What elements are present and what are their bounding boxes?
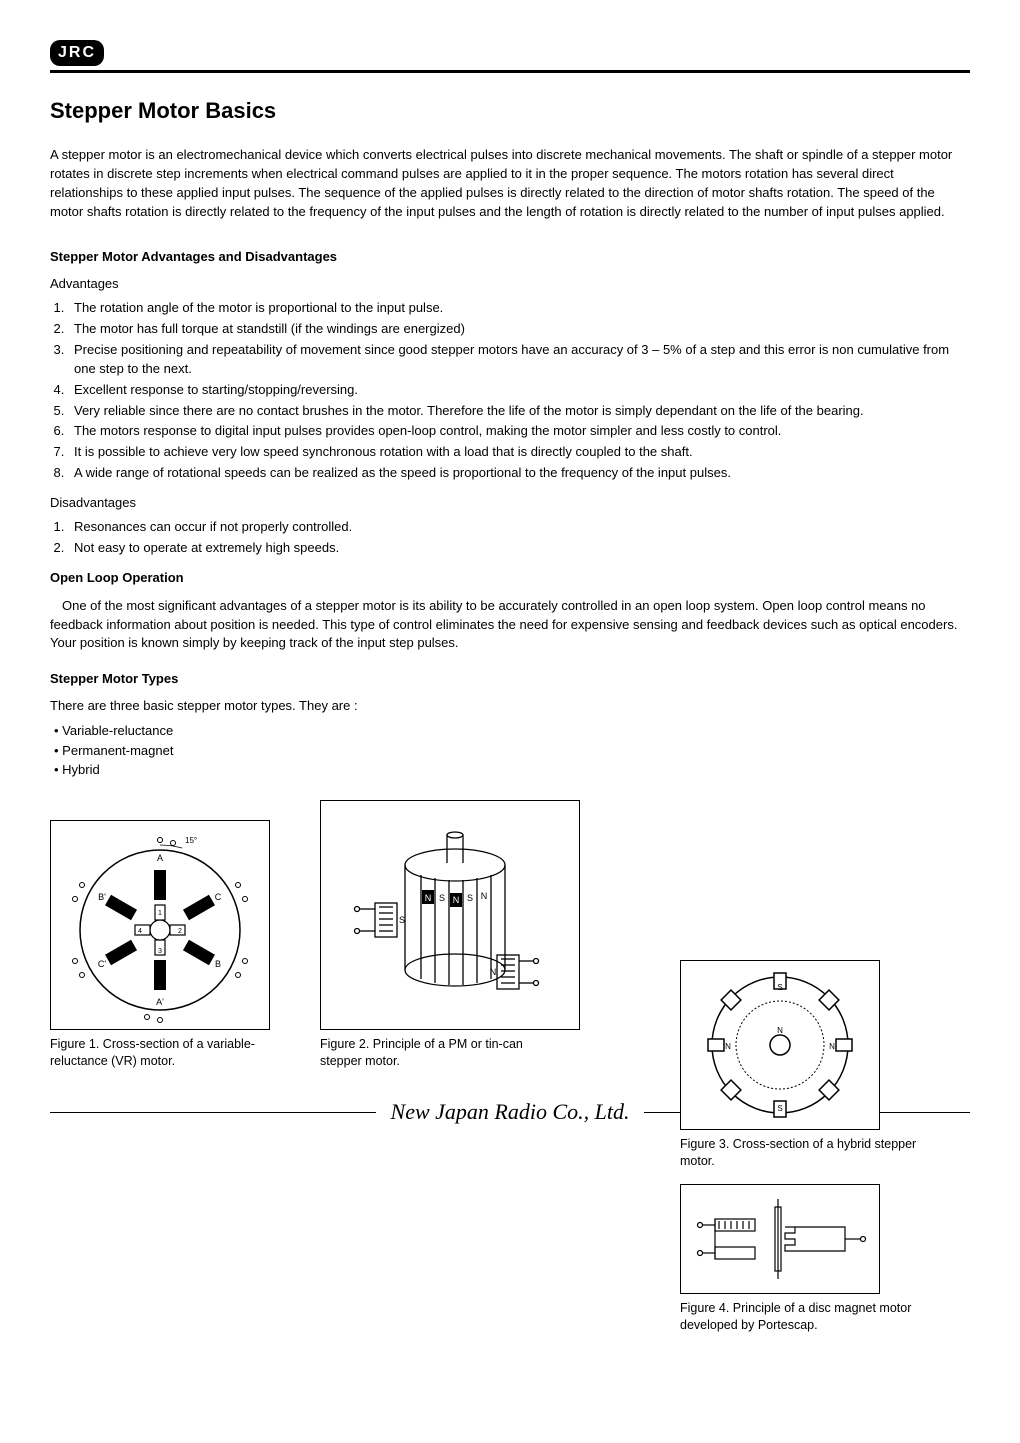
- openloop-paragraph: One of the most significant advantages o…: [50, 597, 970, 654]
- list-item: Very reliable since there are no contact…: [68, 402, 970, 421]
- advantages-heading: Advantages: [50, 276, 970, 291]
- fig3-pole-n3: N: [829, 1042, 835, 1051]
- section-heading-advdis: Stepper Motor Advantages and Disadvantag…: [50, 249, 970, 264]
- figure-3-svg: S N N N S: [690, 965, 870, 1125]
- advantages-list: The rotation angle of the motor is propo…: [68, 299, 970, 483]
- figure-4-box: [680, 1184, 880, 1294]
- fig2-mag-s: S: [439, 893, 445, 903]
- page-title: Stepper Motor Basics: [50, 98, 970, 124]
- header-bar: JRC: [50, 40, 970, 73]
- types-list: Variable-reluctance Permanent-magnet Hyb…: [54, 721, 970, 780]
- figure-4-svg: [685, 1189, 875, 1289]
- disadvantages-heading: Disadvantages: [50, 495, 970, 510]
- list-item: Excellent response to starting/stopping/…: [68, 381, 970, 400]
- fig3-pole-n: N: [777, 1026, 783, 1035]
- figure-1-col: 15° A C B A' C' B' 1 2 3 4 Figure 1. Cro…: [50, 820, 290, 1070]
- list-item: It is possible to achieve very low speed…: [68, 443, 970, 462]
- fig2-side-s: S: [399, 915, 405, 925]
- fig1-rotor-1: 1: [158, 910, 162, 917]
- fig1-rotor-4: 4: [138, 928, 142, 935]
- fig2-mag-n: N: [425, 893, 432, 903]
- disadvantages-list: Resonances can occur if not properly con…: [68, 518, 970, 558]
- section-heading-types: Stepper Motor Types: [50, 671, 970, 686]
- list-item: Resonances can occur if not properly con…: [68, 518, 970, 537]
- fig1-pole-cp: C': [98, 959, 106, 969]
- fig3-pole-n2: N: [725, 1042, 731, 1051]
- openloop-text: One of the most significant advantages o…: [50, 597, 970, 654]
- footer-company-name: New Japan Radio Co., Ltd.: [391, 1099, 630, 1125]
- list-item: Not easy to operate at extremely high sp…: [68, 539, 970, 558]
- company-logo: JRC: [50, 40, 104, 66]
- list-item: Hybrid: [54, 760, 970, 780]
- figure-2-col: N S N S N S N Figure 2. Principle of a P…: [320, 800, 580, 1070]
- figure-2-caption: Figure 2. Principle of a PM or tin-can s…: [320, 1036, 560, 1070]
- list-item: Variable-reluctance: [54, 721, 970, 741]
- fig1-pole-bp: B': [98, 892, 106, 902]
- fig1-rotor-2: 2: [178, 928, 182, 935]
- types-intro: There are three basic stepper motor type…: [50, 698, 970, 713]
- figure-2-box: N S N S N S N: [320, 800, 580, 1030]
- footer-rule-left: [50, 1112, 376, 1113]
- list-item: A wide range of rotational speeds can be…: [68, 464, 970, 483]
- fig1-pole-ap: A': [156, 997, 164, 1007]
- list-item: The rotation angle of the motor is propo…: [68, 299, 970, 318]
- figure-1-svg: 15° A C B A' C' B' 1 2 3 4: [55, 825, 265, 1025]
- fig1-angle-label: 15°: [185, 836, 197, 845]
- fig1-pole-b: B: [215, 959, 221, 969]
- list-item: The motors response to digital input pul…: [68, 422, 970, 441]
- fig2-mag-s2: S: [467, 893, 473, 903]
- figure-1-box: 15° A C B A' C' B' 1 2 3 4: [50, 820, 270, 1030]
- figure-3-box: S N N N S: [680, 960, 880, 1130]
- figure-1-caption: Figure 1. Cross-section of a variable-re…: [50, 1036, 290, 1070]
- list-item: Permanent-magnet: [54, 741, 970, 761]
- figure-3-caption: Figure 3. Cross-section of a hybrid step…: [680, 1136, 920, 1170]
- figure-4-caption: Figure 4. Principle of a disc magnet mot…: [680, 1300, 920, 1334]
- fig2-mag-n3: N: [481, 891, 488, 901]
- right-figure-column: S N N N S Figure 3. Cross-section of a h…: [680, 960, 920, 1334]
- section-heading-openloop: Open Loop Operation: [50, 570, 970, 585]
- fig2-side-n: N: [490, 967, 497, 977]
- list-item: Precise positioning and repeatability of…: [68, 341, 970, 379]
- list-item: The motor has full torque at standstill …: [68, 320, 970, 339]
- fig1-pole-c: C: [215, 892, 222, 902]
- intro-paragraph: A stepper motor is an electromechanical …: [50, 146, 970, 221]
- fig1-rotor-3: 3: [158, 948, 162, 955]
- fig2-mag-n2: N: [453, 895, 460, 905]
- fig3-pole-s: S: [777, 983, 782, 992]
- fig1-pole-a: A: [157, 853, 163, 863]
- fig3-pole-s2: S: [777, 1104, 782, 1113]
- figure-2-svg: N S N S N S N: [325, 805, 575, 1025]
